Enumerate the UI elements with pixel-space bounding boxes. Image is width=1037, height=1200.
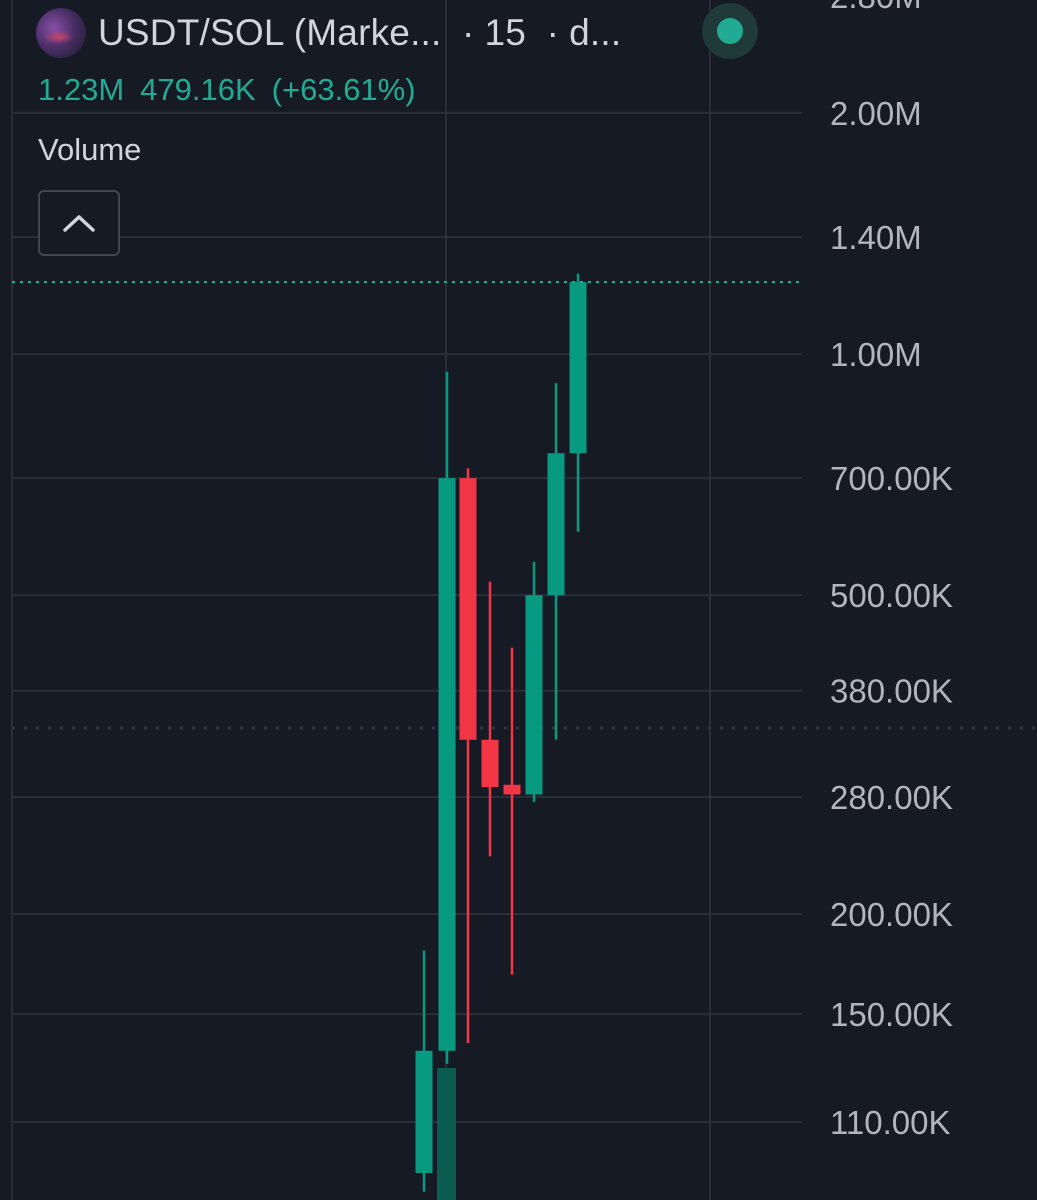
market-status-indicator[interactable]	[702, 3, 758, 59]
candles	[415, 273, 587, 1200]
separator: ·	[546, 12, 560, 53]
y-tick-label: 700.00K	[830, 460, 953, 497]
collapse-button[interactable]	[38, 190, 120, 256]
chevron-up-icon	[63, 215, 95, 232]
candle[interactable]	[525, 562, 543, 802]
volume-bar	[437, 1068, 456, 1200]
y-tick-label: 110.00K	[830, 1104, 951, 1141]
candle-body	[569, 282, 587, 454]
indicator-values: 1.23M 479.16K (+63.61%)	[38, 72, 432, 108]
candle-body	[525, 595, 543, 795]
candle-body	[503, 784, 521, 795]
change-value: 479.16K	[140, 72, 256, 107]
candle-body	[459, 478, 477, 740]
y-tick-label: 2.80M	[830, 0, 922, 15]
y-tick-label: 2.00M	[830, 95, 922, 132]
candle-body	[415, 1050, 433, 1174]
y-tick-label: 1.00M	[830, 336, 922, 373]
separator: ·	[462, 12, 475, 53]
market-source: (Marke...	[293, 12, 442, 53]
extra-label: d...	[569, 12, 622, 53]
candle[interactable]	[503, 647, 521, 975]
y-tick-label: 200.00K	[830, 896, 953, 933]
price-axis: 2.80M 2.00M 1.40M 1.00M 700.00K 500.00K 380.00…	[830, 0, 953, 1141]
grid-lines	[11, 0, 1037, 1200]
last-value: 1.23M	[38, 72, 125, 107]
pair-name: USDT/SOL	[98, 12, 284, 53]
y-tick-label: 150.00K	[830, 996, 953, 1033]
change-percent: (+63.61%)	[271, 72, 416, 107]
status-dot-icon	[717, 18, 743, 44]
interval-label: 15	[484, 12, 527, 53]
candle-body	[481, 739, 499, 788]
candle[interactable]	[438, 371, 456, 1064]
y-tick-label: 280.00K	[830, 779, 953, 816]
candle[interactable]	[415, 950, 433, 1192]
y-tick-label: 500.00K	[830, 577, 953, 614]
candle[interactable]	[459, 468, 477, 1044]
candle[interactable]	[547, 383, 565, 740]
candle-body	[547, 453, 565, 596]
indicator-label: Volume	[38, 132, 142, 167]
candle[interactable]	[569, 273, 587, 532]
candle[interactable]	[481, 581, 499, 857]
symbol-title-row[interactable]: USDT/SOL (Marke... · 15 · d...	[36, 8, 621, 58]
y-tick-label: 380.00K	[830, 673, 953, 710]
candle-body	[438, 478, 456, 1051]
chart-header: USDT/SOL (Marke... · 15 · d... 1.23M 479.16…	[0, 0, 800, 270]
y-tick-label: 1.40M	[830, 219, 922, 256]
token-avatar	[36, 8, 86, 58]
symbol-title: USDT/SOL (Marke... · 15 · d...	[98, 12, 621, 54]
